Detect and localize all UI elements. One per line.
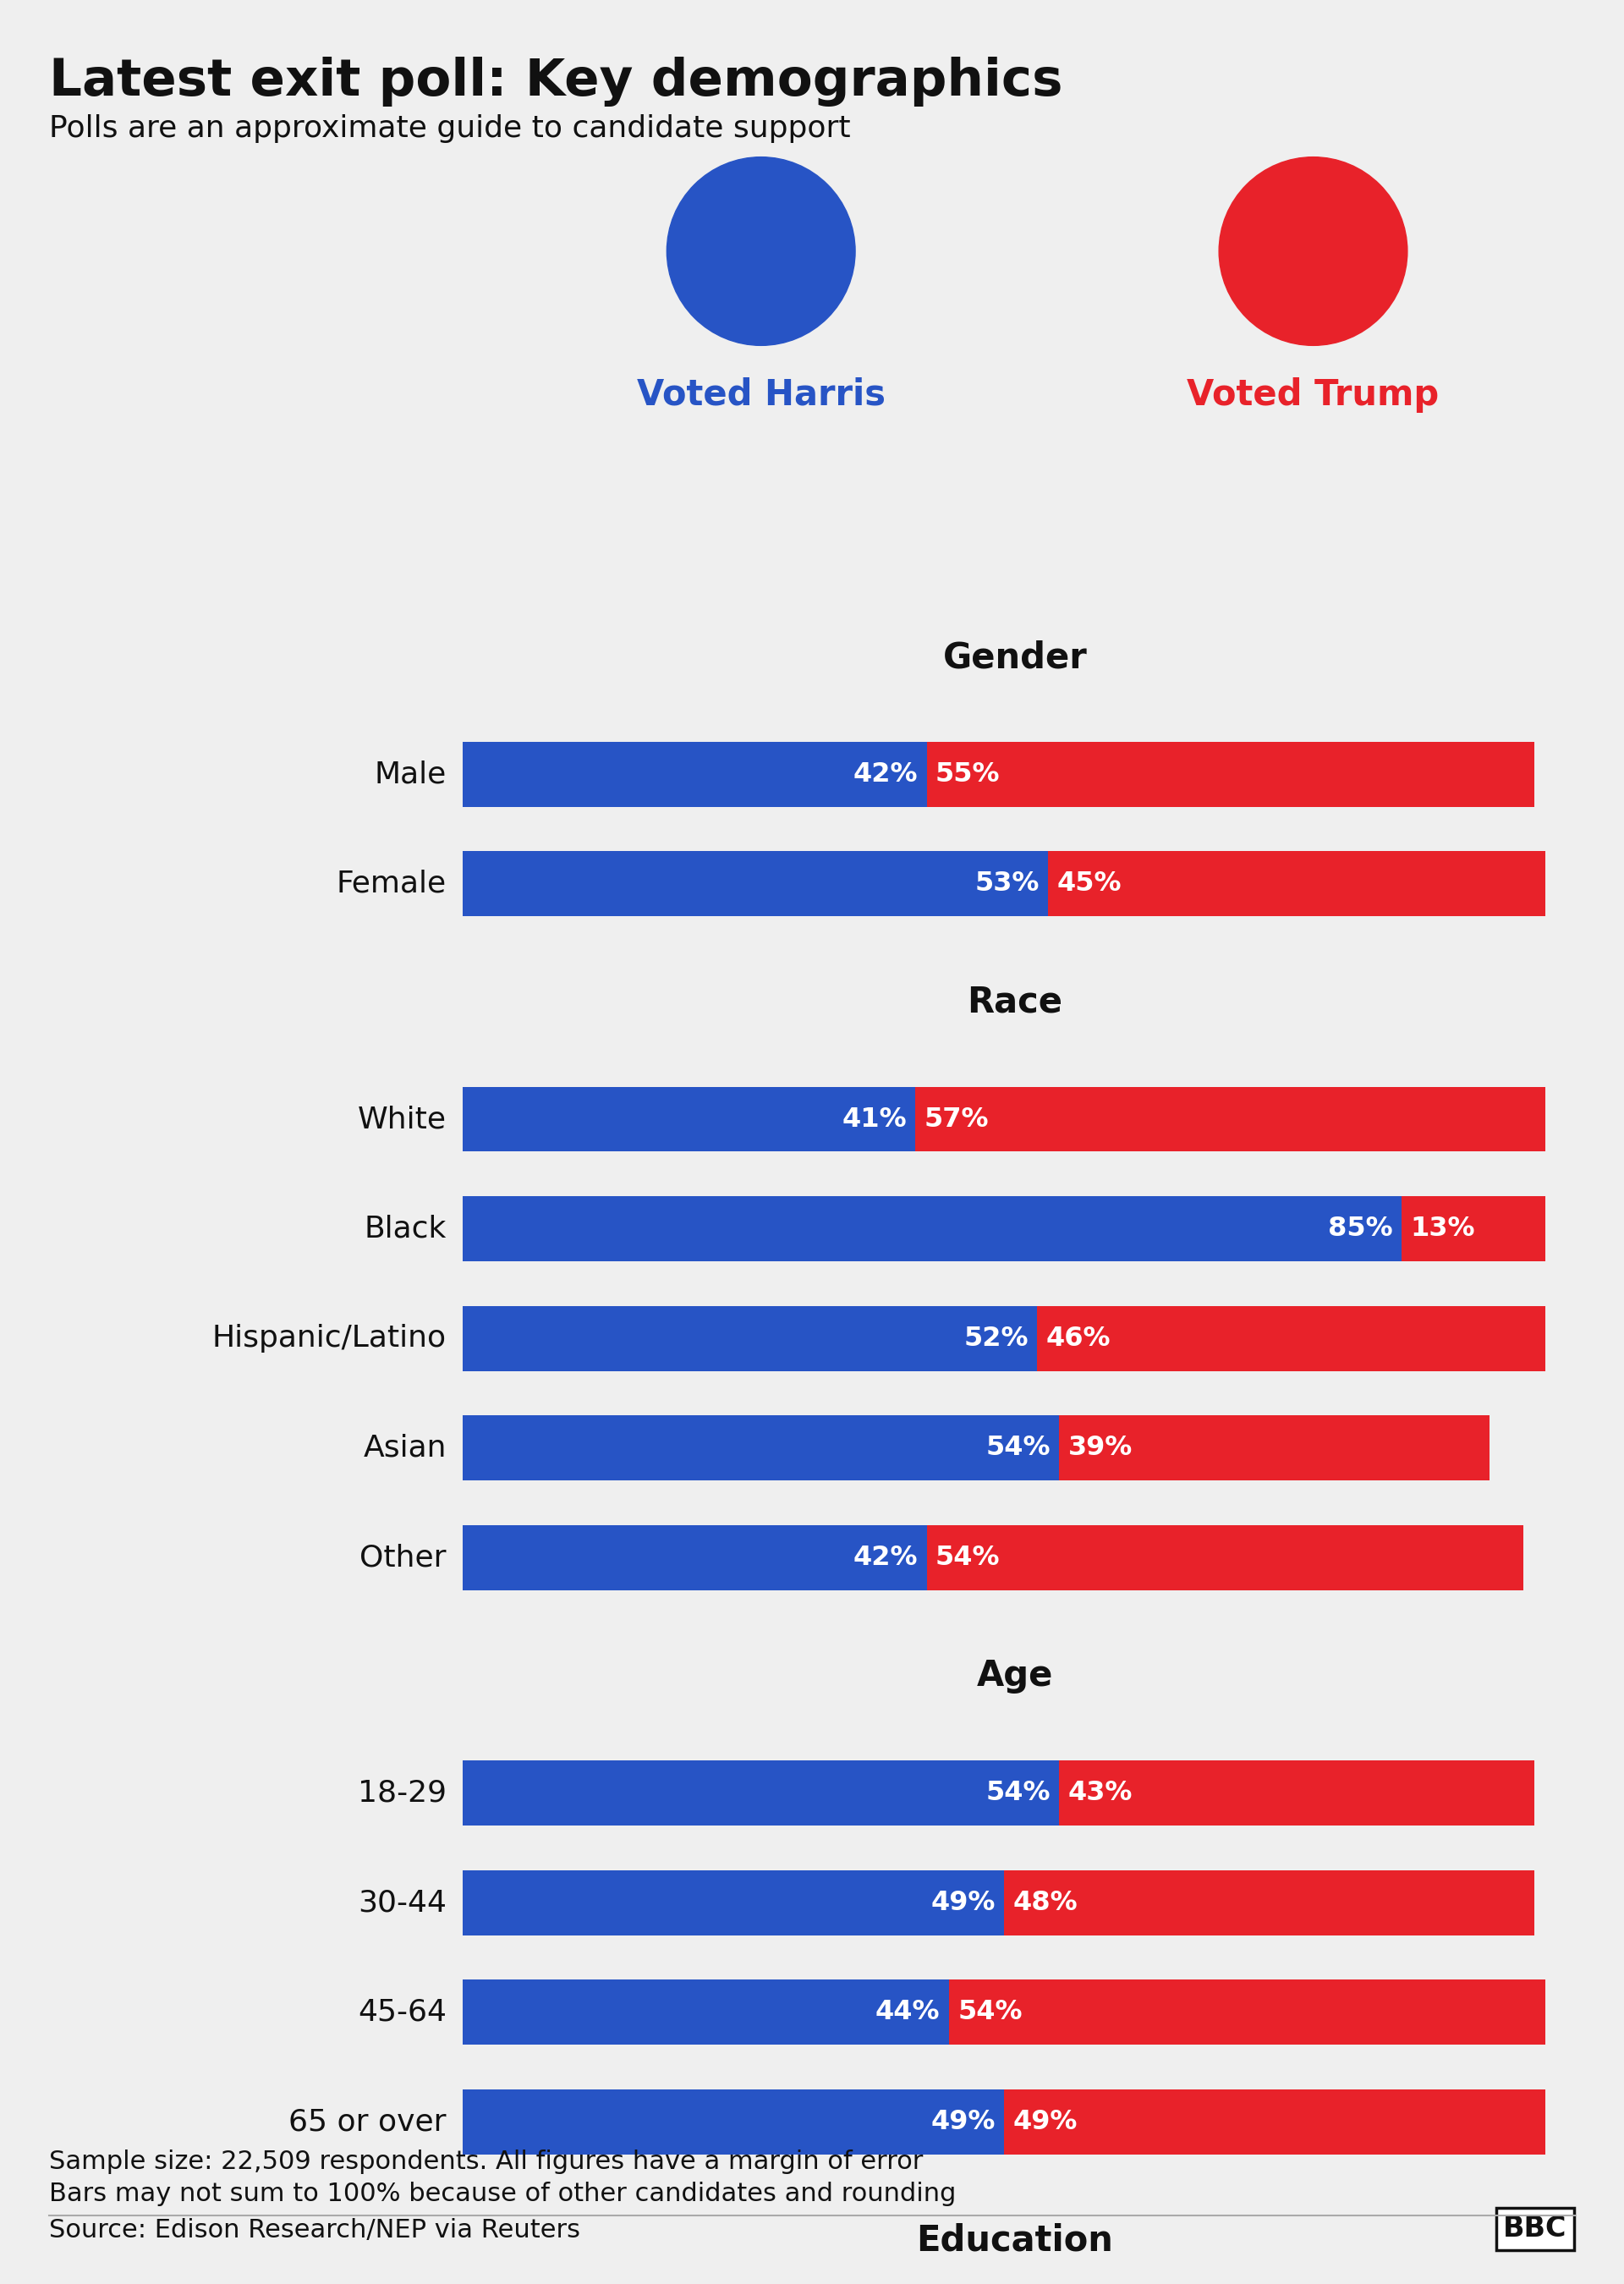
Text: Other: Other: [361, 1544, 447, 1571]
Bar: [1059, 1761, 1535, 1825]
Text: 53%: 53%: [974, 870, 1039, 898]
Text: 49%: 49%: [931, 2108, 996, 2136]
Bar: [948, 1980, 1544, 2044]
Bar: [463, 1526, 927, 1590]
Bar: [463, 1416, 1059, 1480]
Bar: [463, 1761, 1059, 1825]
Bar: [463, 1087, 916, 1151]
Bar: [927, 1526, 1523, 1590]
Text: 54%: 54%: [986, 1434, 1051, 1462]
Text: 30-44: 30-44: [357, 1889, 447, 1916]
Bar: [1004, 1871, 1535, 1935]
Text: 45%: 45%: [1057, 870, 1122, 898]
Text: 57%: 57%: [924, 1105, 989, 1133]
Text: 41%: 41%: [841, 1105, 906, 1133]
Bar: [916, 1087, 1544, 1151]
Text: 42%: 42%: [853, 761, 918, 788]
Text: 65 or over: 65 or over: [289, 2108, 447, 2136]
Bar: [927, 742, 1535, 806]
Text: Polls are an approximate guide to candidate support: Polls are an approximate guide to candid…: [49, 114, 851, 144]
Bar: [1402, 1197, 1544, 1261]
Text: Sample size: 22,509 respondents. All figures have a margin of error: Sample size: 22,509 respondents. All fig…: [49, 2149, 922, 2174]
Text: 46%: 46%: [1046, 1325, 1111, 1352]
Bar: [1059, 1416, 1489, 1480]
Text: 13%: 13%: [1410, 1215, 1475, 1242]
Bar: [1038, 1306, 1544, 1370]
Text: Voted Trump: Voted Trump: [1187, 377, 1439, 413]
Text: White: White: [357, 1105, 447, 1133]
Text: Black: Black: [364, 1215, 447, 1242]
Text: BBC: BBC: [1504, 2215, 1567, 2243]
Text: Age: Age: [976, 1658, 1054, 1695]
Text: 43%: 43%: [1069, 1779, 1132, 1807]
Bar: [463, 1306, 1038, 1370]
Text: 39%: 39%: [1069, 1434, 1132, 1462]
Text: Source: Edison Research/NEP via Reuters: Source: Edison Research/NEP via Reuters: [49, 2218, 580, 2243]
Text: Female: Female: [336, 870, 447, 898]
Text: 85%: 85%: [1328, 1215, 1393, 1242]
Text: Gender: Gender: [944, 640, 1086, 676]
Text: 54%: 54%: [935, 1544, 1000, 1571]
Bar: [463, 742, 927, 806]
Bar: [463, 1197, 1402, 1261]
Text: 54%: 54%: [958, 1998, 1021, 2026]
Bar: [463, 1871, 1004, 1935]
Bar: [463, 2090, 1004, 2154]
Text: 52%: 52%: [963, 1325, 1028, 1352]
Text: Male: Male: [375, 761, 447, 788]
Text: Latest exit poll: Key demographics: Latest exit poll: Key demographics: [49, 57, 1062, 107]
Text: 55%: 55%: [935, 761, 1000, 788]
Text: Education: Education: [916, 2222, 1114, 2259]
Text: Race: Race: [968, 984, 1062, 1021]
Text: 18-29: 18-29: [357, 1779, 447, 1807]
Bar: [1004, 2090, 1544, 2154]
Bar: [463, 1980, 948, 2044]
Text: 49%: 49%: [931, 1889, 996, 1916]
Text: 49%: 49%: [1013, 2108, 1077, 2136]
Text: Asian: Asian: [364, 1434, 447, 1462]
Bar: [463, 852, 1047, 916]
Text: Bars may not sum to 100% because of other candidates and rounding: Bars may not sum to 100% because of othe…: [49, 2181, 957, 2206]
Text: 45-64: 45-64: [357, 1998, 447, 2026]
Bar: [1047, 852, 1544, 916]
Text: Voted Harris: Voted Harris: [637, 377, 885, 413]
Text: Hispanic/Latino: Hispanic/Latino: [213, 1325, 447, 1352]
Text: 44%: 44%: [875, 1998, 940, 2026]
Text: 42%: 42%: [853, 1544, 918, 1571]
Text: 48%: 48%: [1013, 1889, 1078, 1916]
Text: 54%: 54%: [986, 1779, 1051, 1807]
